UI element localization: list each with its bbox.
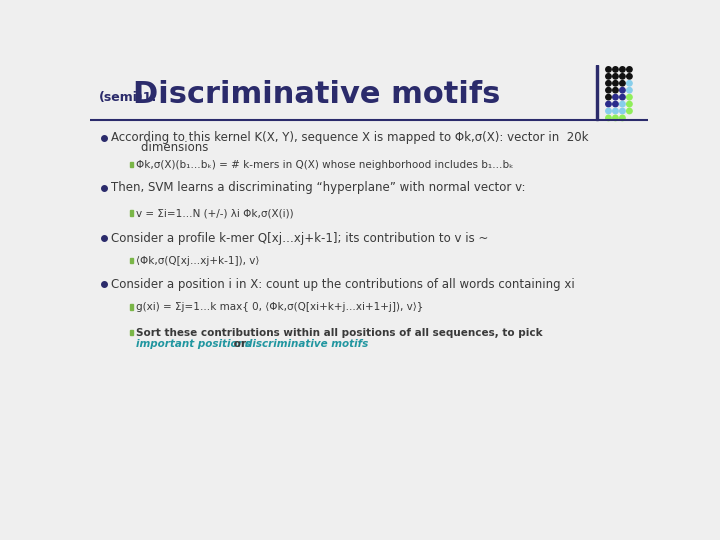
Text: (semi)1.: (semi)1.	[99, 91, 158, 104]
Circle shape	[626, 109, 632, 114]
Text: dimensions: dimensions	[111, 141, 208, 154]
Circle shape	[606, 67, 611, 72]
Text: According to this kernel K(X, Y), sequence X is mapped to Φk,σ(X): vector in  20: According to this kernel K(X, Y), sequen…	[111, 131, 588, 145]
Circle shape	[613, 73, 618, 79]
Bar	[130, 258, 133, 264]
Text: ⟨Φk,σ(Q[xj…xj+k-1]), v⟩: ⟨Φk,σ(Q[xj…xj+k-1]), v⟩	[137, 256, 260, 266]
Text: important positions: important positions	[137, 339, 251, 348]
Circle shape	[613, 102, 618, 107]
Text: Sort these contributions within all positions of all sequences, to pick: Sort these contributions within all posi…	[137, 328, 543, 338]
Circle shape	[626, 94, 632, 100]
Circle shape	[620, 80, 625, 86]
Circle shape	[626, 87, 632, 93]
Bar	[596, 65, 598, 120]
Circle shape	[620, 109, 625, 114]
Circle shape	[626, 73, 632, 79]
Circle shape	[620, 67, 625, 72]
Text: Discriminative motifs: Discriminative motifs	[132, 79, 500, 109]
Text: Consider a position i in X: count up the contributions of all words containing x: Consider a position i in X: count up the…	[111, 278, 575, 291]
Circle shape	[613, 67, 618, 72]
Bar	[130, 211, 133, 215]
Circle shape	[626, 102, 632, 107]
Circle shape	[620, 73, 625, 79]
Bar	[130, 162, 133, 167]
Circle shape	[620, 115, 625, 120]
Circle shape	[606, 73, 611, 79]
Circle shape	[606, 115, 611, 120]
Circle shape	[613, 87, 618, 93]
Circle shape	[606, 80, 611, 86]
Text: Consider a profile k-mer Q[xj…xj+k-1]; its contribution to v is ~: Consider a profile k-mer Q[xj…xj+k-1]; i…	[111, 232, 488, 245]
Circle shape	[606, 109, 611, 114]
Circle shape	[613, 94, 618, 100]
Text: Φk,σ(X)(b₁…bₖ) = # k-mers in Q(X) whose neighborhood includes b₁…bₖ: Φk,σ(X)(b₁…bₖ) = # k-mers in Q(X) whose …	[137, 160, 514, 170]
Bar	[130, 330, 133, 335]
Text: Then, SVM learns a discriminating “hyperplane” with normal vector v:: Then, SVM learns a discriminating “hyper…	[111, 181, 526, 194]
Circle shape	[613, 80, 618, 86]
Circle shape	[626, 67, 632, 72]
Text: v = Σi=1…N (+/-) λi Φk,σ(X(i)): v = Σi=1…N (+/-) λi Φk,σ(X(i))	[137, 208, 294, 218]
Text: or: or	[230, 339, 250, 348]
Circle shape	[606, 94, 611, 100]
Text: discriminative motifs: discriminative motifs	[245, 339, 368, 348]
Circle shape	[620, 94, 625, 100]
Text: g(xi) = Σj=1…k max{ 0, ⟨Φk,σ(Q[xi+k+j…xi+1+j]), v⟩}: g(xi) = Σj=1…k max{ 0, ⟨Φk,σ(Q[xi+k+j…xi…	[137, 302, 424, 312]
Circle shape	[613, 109, 618, 114]
Bar	[130, 304, 133, 309]
Circle shape	[606, 102, 611, 107]
Circle shape	[620, 87, 625, 93]
Circle shape	[613, 115, 618, 120]
Circle shape	[626, 80, 632, 86]
Circle shape	[620, 102, 625, 107]
Circle shape	[606, 87, 611, 93]
